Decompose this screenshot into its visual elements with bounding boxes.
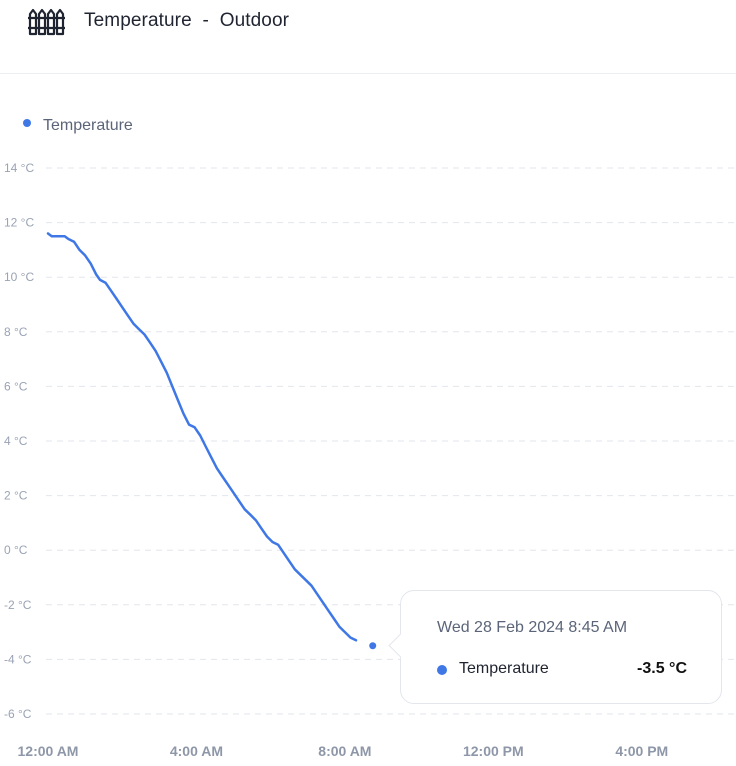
tooltip-series-dot: [437, 665, 447, 675]
tooltip-value: -3.5 °C: [637, 660, 687, 677]
y-tick-label: 2 °C: [4, 489, 28, 503]
y-tick-label: 6 °C: [4, 379, 28, 393]
y-tick-label: 8 °C: [4, 325, 28, 339]
chart-tooltip: Wed 28 Feb 2024 8:45 AM Temperature -3.5…: [388, 590, 722, 704]
y-tick-label: 12 °C: [4, 216, 34, 230]
tooltip-series-name: Temperature: [459, 660, 549, 677]
x-tick-label: 12:00 PM: [463, 743, 524, 759]
fence-icon: [28, 8, 65, 36]
y-tick-label: -4 °C: [4, 652, 32, 666]
card-header: Temperature - Outdoor: [0, 0, 736, 74]
highlight-point: [369, 642, 377, 650]
x-tick-label: 8:00 AM: [318, 743, 371, 759]
page-title: Temperature - Outdoor: [84, 10, 290, 31]
x-tick-label: 4:00 PM: [615, 743, 668, 759]
legend-label: Temperature: [43, 117, 133, 134]
y-tick-label: 4 °C: [4, 434, 28, 448]
legend-dot: [23, 119, 31, 127]
y-tick-label: 10 °C: [4, 270, 34, 284]
y-tick-label: -2 °C: [4, 598, 32, 612]
x-tick-label: 12:00 AM: [18, 743, 79, 759]
series-line-temperature: [46, 232, 358, 642]
tooltip-date: Wed 28 Feb 2024 8:45 AM: [437, 619, 628, 636]
y-tick-label: 0 °C: [4, 543, 28, 557]
y-tick-label: -6 °C: [4, 707, 32, 721]
y-tick-label: 14 °C: [4, 161, 34, 175]
x-tick-label: 4:00 AM: [170, 743, 223, 759]
